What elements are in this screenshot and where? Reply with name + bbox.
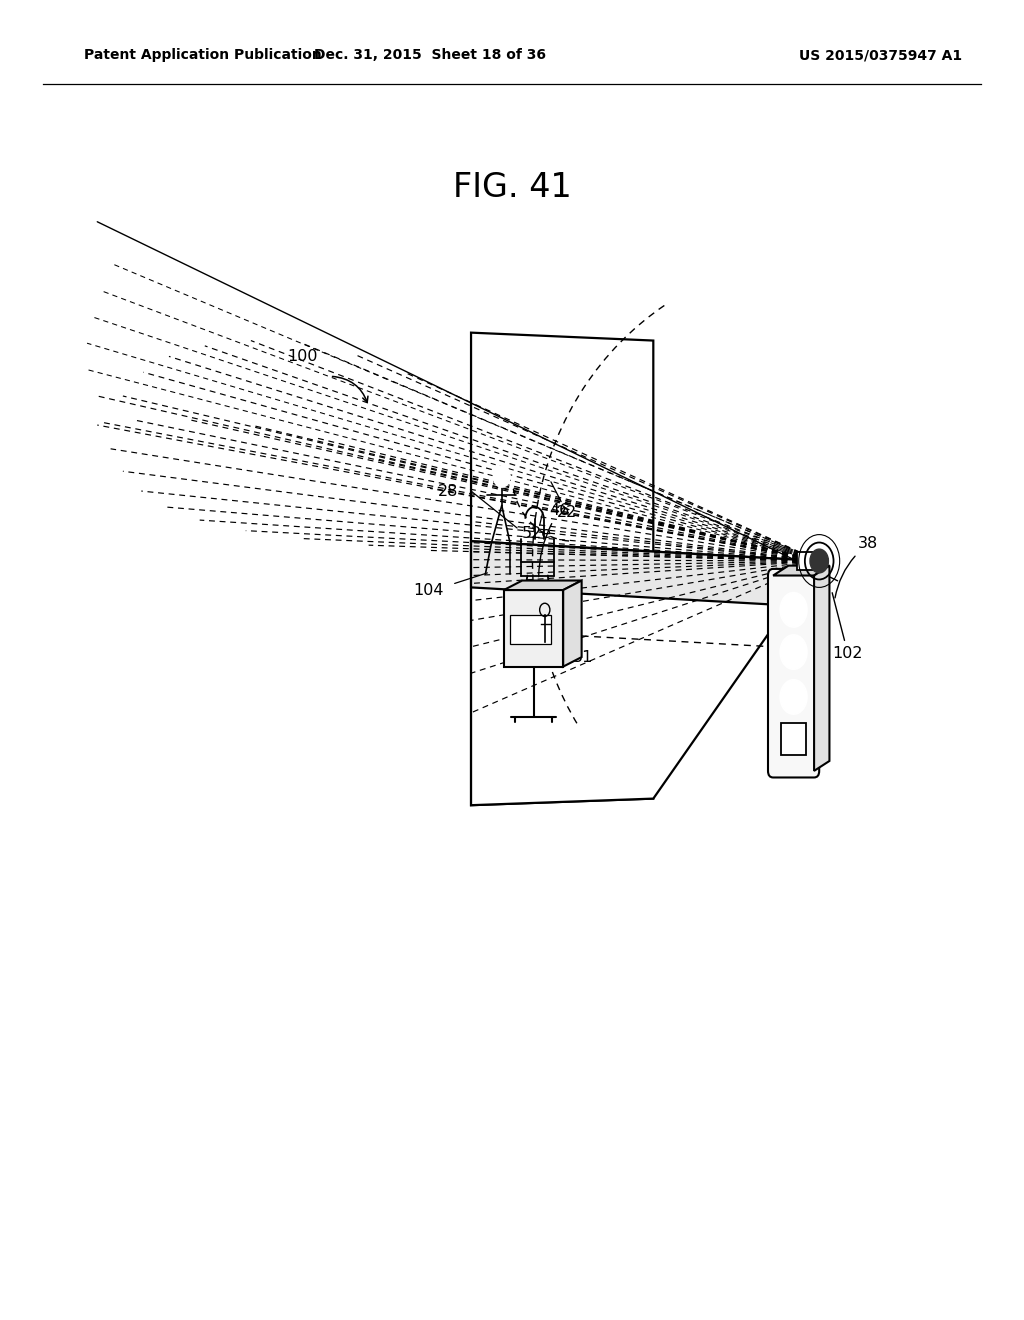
Text: 51: 51 xyxy=(572,649,593,665)
Circle shape xyxy=(780,635,807,669)
Text: FIG. 41: FIG. 41 xyxy=(453,172,571,205)
Polygon shape xyxy=(471,541,819,805)
FancyBboxPatch shape xyxy=(768,569,819,777)
FancyBboxPatch shape xyxy=(797,552,815,570)
Text: 52e: 52e xyxy=(521,525,552,541)
Circle shape xyxy=(810,549,828,573)
Text: 100: 100 xyxy=(287,348,317,364)
FancyBboxPatch shape xyxy=(510,615,551,644)
FancyBboxPatch shape xyxy=(504,590,563,667)
Text: 104: 104 xyxy=(413,582,443,598)
Text: US 2015/0375947 A1: US 2015/0375947 A1 xyxy=(799,49,962,62)
FancyBboxPatch shape xyxy=(781,723,806,755)
Text: 28: 28 xyxy=(438,483,459,499)
Text: 46: 46 xyxy=(539,503,569,577)
Text: Patent Application Publication: Patent Application Publication xyxy=(84,49,322,62)
Circle shape xyxy=(780,680,807,714)
Polygon shape xyxy=(471,333,653,805)
Polygon shape xyxy=(504,581,582,590)
Circle shape xyxy=(494,466,510,487)
Text: 102: 102 xyxy=(833,593,863,661)
Polygon shape xyxy=(563,581,582,667)
Polygon shape xyxy=(773,566,829,576)
Text: 38: 38 xyxy=(835,536,879,598)
Polygon shape xyxy=(814,566,829,771)
Text: 22: 22 xyxy=(557,504,578,520)
Circle shape xyxy=(780,593,807,627)
Text: Dec. 31, 2015  Sheet 18 of 36: Dec. 31, 2015 Sheet 18 of 36 xyxy=(314,49,546,62)
Polygon shape xyxy=(471,541,819,607)
